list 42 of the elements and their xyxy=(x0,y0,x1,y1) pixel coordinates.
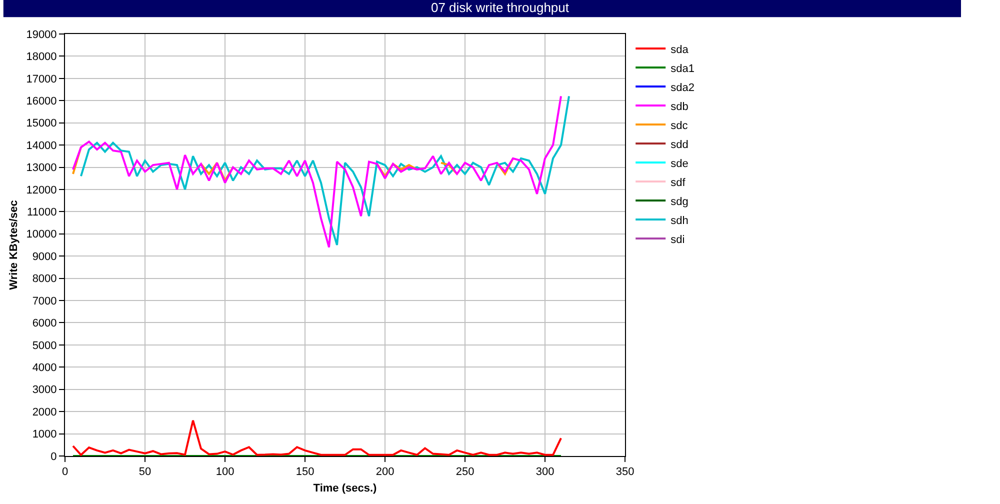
legend-label: sda2 xyxy=(670,82,694,94)
x-tick-label: 300 xyxy=(536,466,554,478)
y-tick-label: 6000 xyxy=(32,318,57,330)
y-tick-label: 19000 xyxy=(26,28,57,41)
x-tick-label: 50 xyxy=(138,466,152,478)
x-tick-label: 350 xyxy=(616,466,634,478)
y-tick-label: 15000 xyxy=(26,118,57,130)
y-tick-label: 2000 xyxy=(32,406,57,418)
y-tick-label: 9000 xyxy=(32,250,57,263)
y-tick-label: 14000 xyxy=(26,140,57,152)
x-tick-label: 100 xyxy=(216,466,234,478)
y-tick-label: 3000 xyxy=(32,384,57,396)
x-tick-label: 150 xyxy=(296,466,314,478)
chart-title: 07 disk write throughput xyxy=(430,0,570,16)
y-tick-label: 1000 xyxy=(32,428,57,441)
x-tick-label: 200 xyxy=(376,466,394,478)
y-tick-label: 17000 xyxy=(26,73,57,86)
legend-label: sdh xyxy=(670,214,688,227)
legend-label: sdc xyxy=(670,120,688,132)
legend-label: sdf xyxy=(670,176,686,189)
y-tick-label: 10000 xyxy=(26,228,57,241)
y-axis-title: Write KBytes/sec xyxy=(8,200,20,290)
y-tick-label: 7000 xyxy=(32,295,57,308)
y-tick-label: 13000 xyxy=(26,162,57,174)
x-tick-label: 0 xyxy=(62,466,68,478)
legend-label: sdd xyxy=(670,138,688,151)
y-tick-label: 18000 xyxy=(26,51,57,64)
legend-label: sdb xyxy=(670,100,688,113)
x-tick-label: 250 xyxy=(456,466,474,478)
legend-label: sda xyxy=(670,44,690,56)
legend-label: sda1 xyxy=(670,62,694,75)
legend-label: sde xyxy=(670,158,688,170)
y-tick-label: 5000 xyxy=(32,340,57,352)
y-tick-label: 11000 xyxy=(27,206,57,219)
x-axis-title: Time (secs.) xyxy=(313,482,378,494)
legend-label: sdi xyxy=(670,234,685,246)
legend-label: sdg xyxy=(670,196,688,208)
y-tick-label: 0 xyxy=(50,450,57,463)
y-tick-label: 12000 xyxy=(26,184,57,196)
y-tick-label: 8000 xyxy=(32,273,57,286)
y-tick-label: 4000 xyxy=(32,362,57,374)
y-tick-label: 16000 xyxy=(26,95,57,108)
